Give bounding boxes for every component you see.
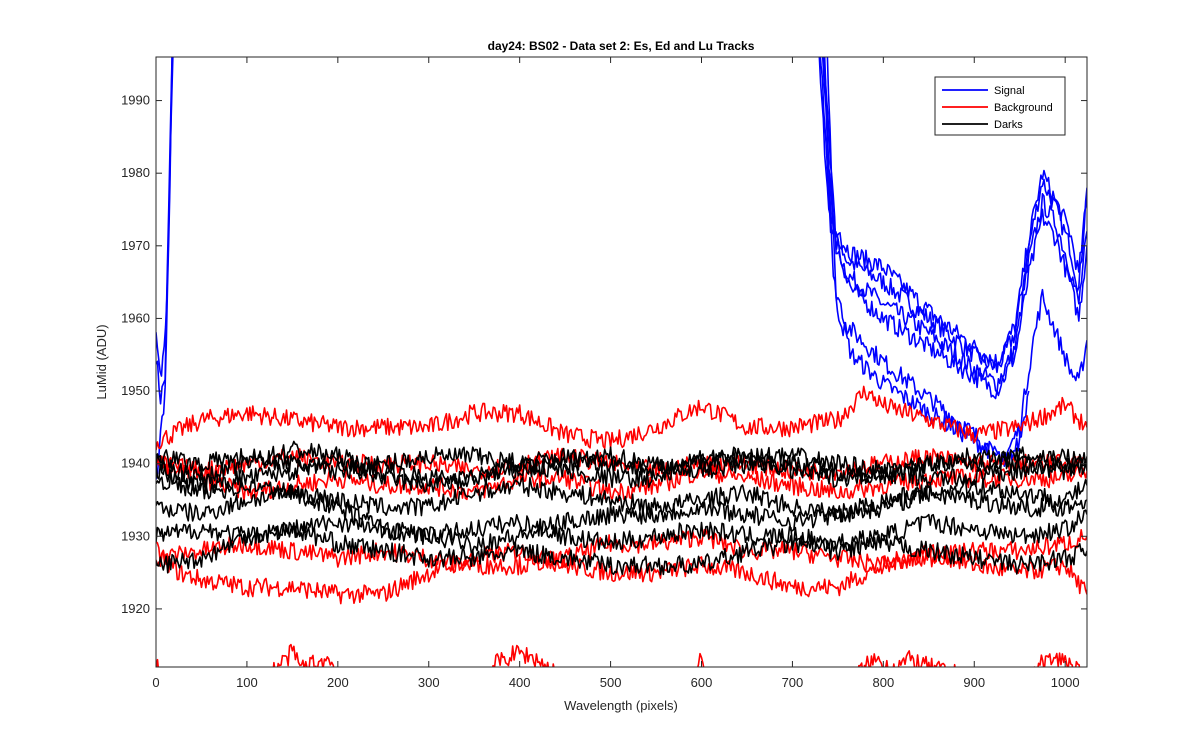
y-tick-label: 1960 [121,310,150,325]
x-axis: 0 100 200 300 400 500 600 700 800 900 1000 [152,57,1080,690]
x-tick-label: 100 [236,675,258,690]
x-tick-label: 900 [963,675,985,690]
y-tick-label: 1970 [121,238,150,253]
y-tick-label: 1980 [121,165,150,180]
series-line-background-15 [272,643,335,667]
legend: Signal Background Darks [934,76,1066,136]
y-tick-label: 1950 [121,383,150,398]
y-tick-label: 1930 [121,528,150,543]
x-tick-label: 500 [600,675,622,690]
series-line-signal-3 [818,57,1087,374]
series-line-background-19 [1033,652,1081,667]
x-tick-label: 400 [509,675,531,690]
series-line-background-14 [156,658,160,667]
legend-label-darks: Darks [994,119,1023,131]
x-tick-label: 200 [327,675,349,690]
series-line-darks-22 [156,476,1087,523]
legend-label-background: Background [994,102,1053,114]
axes-box [155,56,1088,668]
y-tick-label: 1990 [121,93,150,108]
x-tick-label: 600 [691,675,713,690]
x-axis-label: Wavelength (pixels) [564,698,678,713]
series-line-signal-6 [823,57,1087,400]
y-tick-label: 1940 [121,456,150,471]
series-line-signal-5 [821,57,1087,369]
x-tick-label: 700 [782,675,804,690]
series-line-darks-25 [156,472,1087,554]
series-line-signal-2 [156,57,174,377]
legend-box [934,76,1066,136]
series-layer [156,57,1087,667]
x-tick-label: 800 [872,675,894,690]
series-line-background-11 [156,454,1087,502]
series-line-darks-24 [156,521,1087,576]
legend-label-signal: Signal [994,85,1025,97]
series-line-background-16 [489,644,555,667]
series-line-darks-20 [156,440,1087,489]
y-axis-label: LuMid (ADU) [94,324,109,399]
series-line-background-17 [697,652,705,667]
x-tick-label: 0 [152,675,159,690]
series-line-darks-21 [156,446,1087,495]
x-tick-label: 300 [418,675,440,690]
series-line-darks-23 [156,509,1087,552]
series-line-background-9 [156,385,1087,451]
y-axis: 1920 1930 1940 1950 1960 1970 1980 1990 [121,93,1087,616]
series-line-darks-26 [156,446,1087,489]
series-line-background-18 [857,650,956,667]
x-tick-label: 1000 [1051,675,1080,690]
y-tick-label: 1920 [121,601,150,616]
chart-title: day24: BS02 - Data set 2: Es, Ed and Lu … [488,39,755,53]
